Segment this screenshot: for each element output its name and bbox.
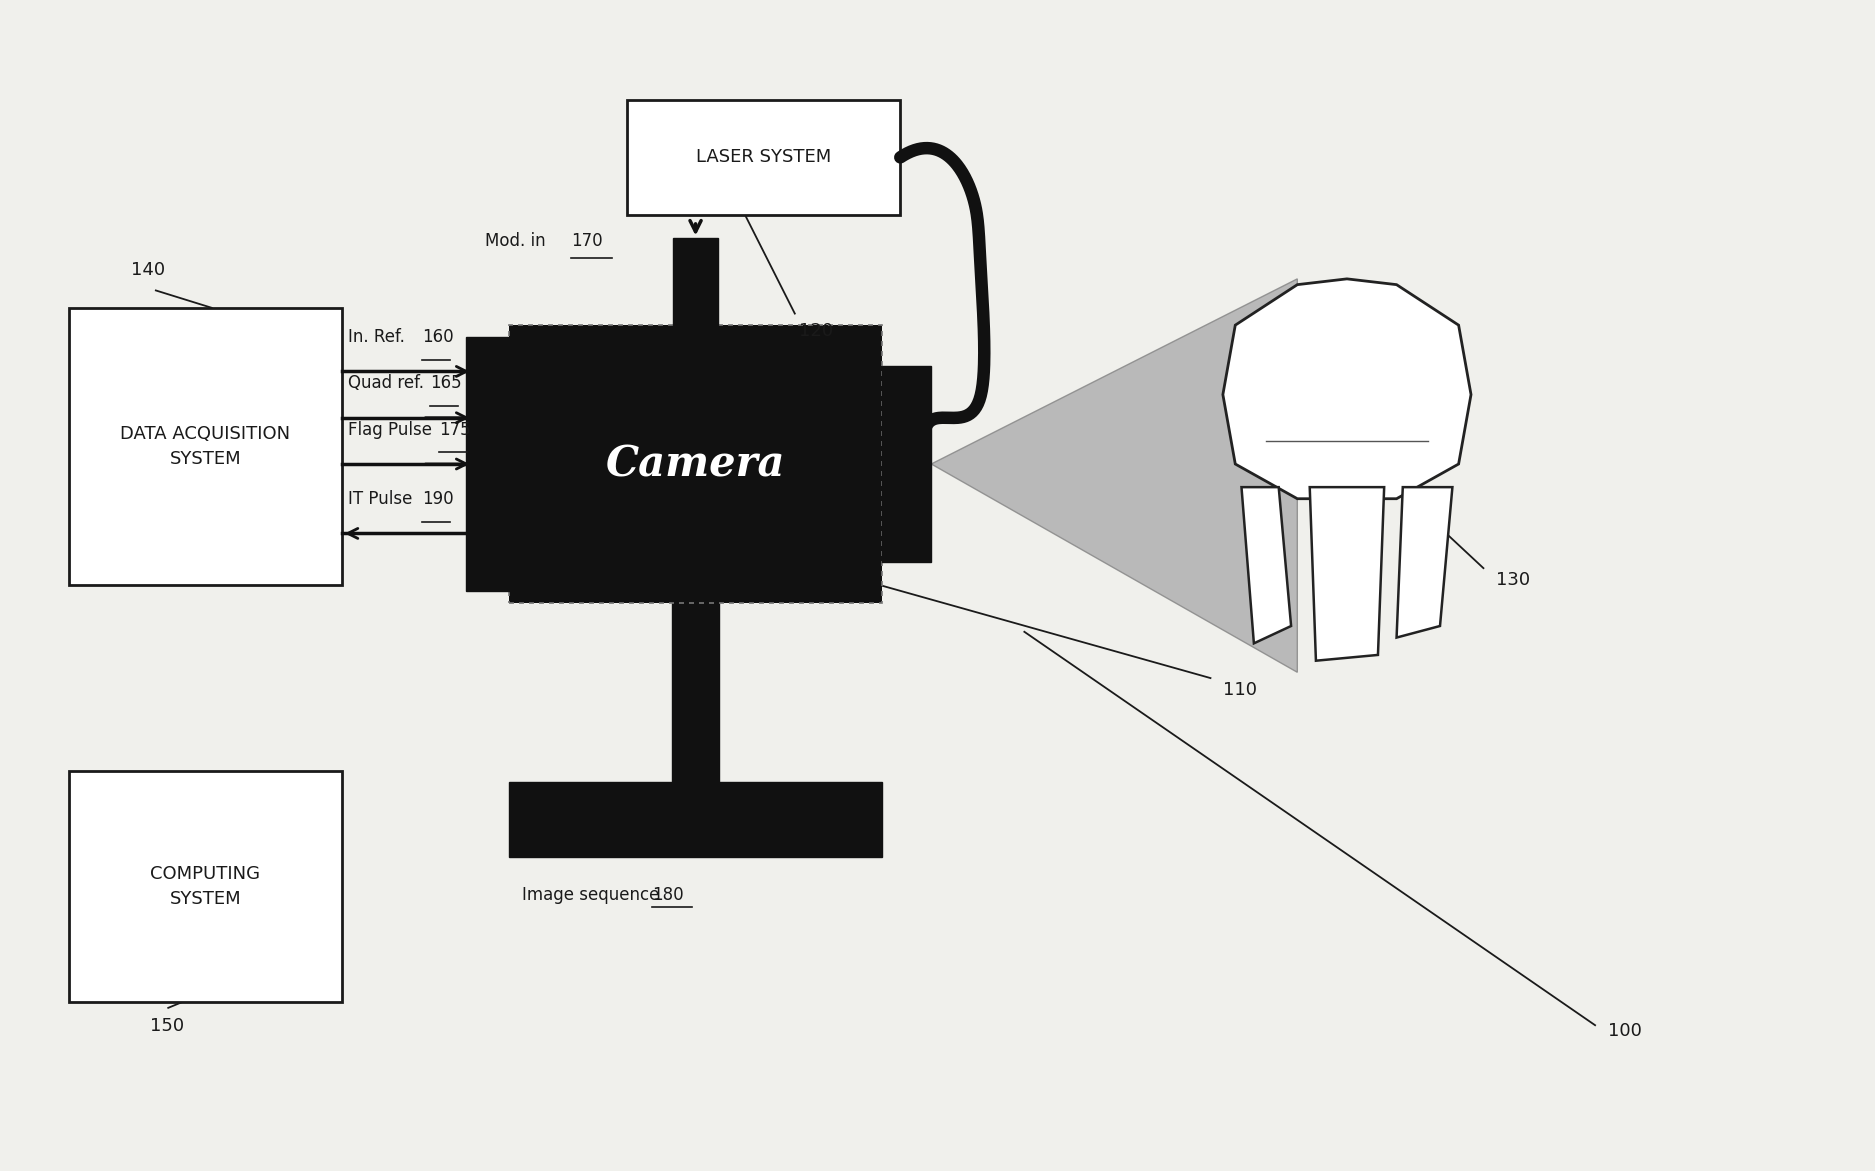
Text: 110: 110 bbox=[1222, 680, 1256, 699]
Text: COMPUTING
SYSTEM: COMPUTING SYSTEM bbox=[150, 865, 261, 908]
Text: In. Ref.: In. Ref. bbox=[349, 328, 411, 345]
Polygon shape bbox=[1222, 279, 1472, 499]
Text: LASER SYSTEM: LASER SYSTEM bbox=[696, 149, 831, 166]
Bar bbox=[69, 771, 341, 1002]
Polygon shape bbox=[639, 788, 752, 834]
Text: 160: 160 bbox=[422, 328, 454, 345]
Text: IT Pulse: IT Pulse bbox=[349, 489, 418, 508]
Bar bbox=[510, 782, 881, 857]
Text: 120: 120 bbox=[799, 322, 832, 340]
Text: Quad ref.: Quad ref. bbox=[349, 375, 429, 392]
Text: 175: 175 bbox=[439, 420, 471, 439]
Bar bbox=[69, 308, 341, 586]
Polygon shape bbox=[1311, 487, 1384, 660]
Text: Camera: Camera bbox=[606, 443, 786, 485]
Text: 165: 165 bbox=[429, 375, 461, 392]
Text: Image sequence: Image sequence bbox=[521, 886, 664, 904]
Text: 170: 170 bbox=[572, 232, 604, 249]
Text: 140: 140 bbox=[131, 261, 165, 279]
Text: Flag Pulse: Flag Pulse bbox=[349, 420, 437, 439]
Text: 190: 190 bbox=[422, 489, 454, 508]
Bar bbox=[673, 239, 718, 326]
Text: 180: 180 bbox=[652, 886, 684, 904]
Bar bbox=[467, 337, 514, 591]
Polygon shape bbox=[932, 279, 1298, 672]
Text: 130: 130 bbox=[1496, 570, 1530, 589]
Text: 150: 150 bbox=[150, 1018, 184, 1035]
Bar bbox=[881, 365, 932, 562]
Bar bbox=[510, 326, 881, 603]
Text: DATA ACQUISITION
SYSTEM: DATA ACQUISITION SYSTEM bbox=[120, 425, 291, 468]
Bar bbox=[628, 100, 900, 215]
Text: Mod. in: Mod. in bbox=[484, 232, 551, 249]
Polygon shape bbox=[1241, 487, 1292, 643]
Bar bbox=[671, 603, 720, 782]
Text: 100: 100 bbox=[1607, 1022, 1641, 1040]
Polygon shape bbox=[1397, 487, 1453, 637]
